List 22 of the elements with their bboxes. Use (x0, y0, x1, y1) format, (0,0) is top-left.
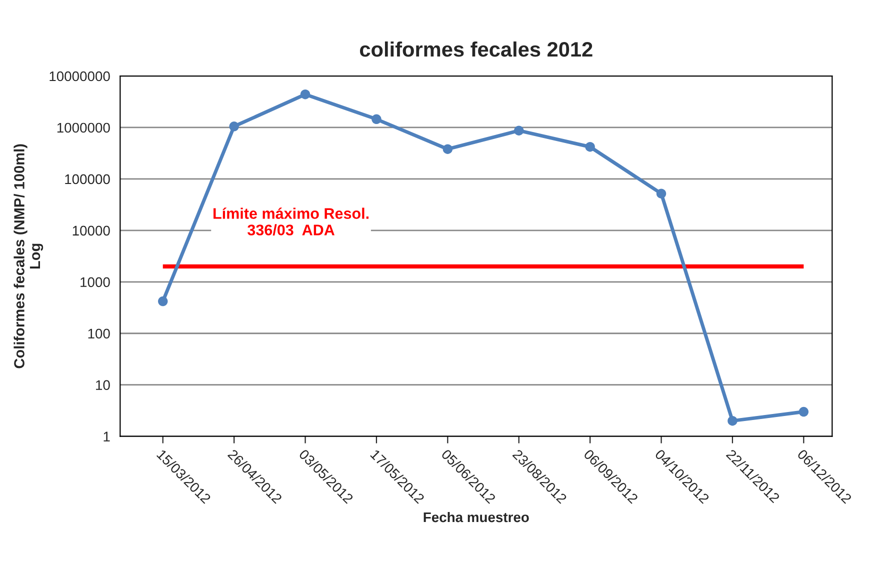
y-tick-label: 1000000 (57, 122, 110, 133)
point (372, 114, 382, 124)
point (798, 406, 809, 417)
y-axis-title: Coliformes fecales (NMP/ 100ml) Log (14, 144, 44, 368)
y-tick-label: 10000000 (50, 71, 110, 82)
y-tick-label: 1 (104, 432, 110, 442)
y-tick-label: 100 (88, 328, 110, 339)
chart-title: coliformes fecales 2012 (360, 41, 592, 57)
point (514, 126, 524, 136)
point (158, 296, 168, 306)
y-tick-label: 10000 (72, 226, 110, 236)
point (585, 142, 595, 152)
point (442, 144, 453, 154)
y-tick-label: 10 (96, 380, 110, 390)
x-axis-title: Fecha muestreo (424, 512, 529, 522)
point (229, 122, 239, 132)
point (656, 188, 666, 198)
ref-line-label: Límite máximo Resol. 336/03 ADA (214, 208, 369, 236)
point (728, 416, 738, 426)
y-tick-label: 100000 (65, 174, 110, 184)
point (300, 89, 310, 100)
y-tick-label: 1000 (80, 277, 110, 288)
